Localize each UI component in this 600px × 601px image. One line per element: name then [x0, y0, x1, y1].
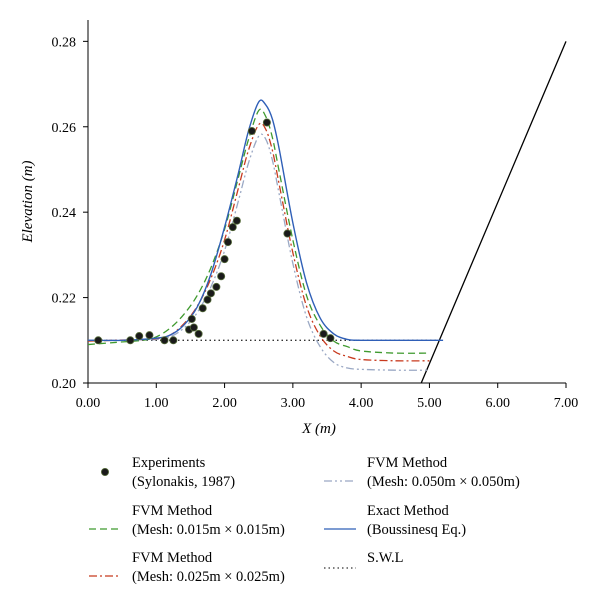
y-tick-label: 0.24	[52, 206, 77, 221]
legend-marker	[101, 467, 110, 476]
experiment-point	[135, 332, 144, 341]
experiment-point	[232, 216, 241, 225]
experiment-point	[187, 314, 196, 323]
legend-label: (Sylonakis, 1987)	[132, 474, 235, 490]
x-tick-label: 7.00	[554, 396, 579, 411]
experiment-point	[94, 336, 103, 345]
legend-label: FVM Method	[367, 455, 448, 471]
legend-label: (Boussinesq Eq.)	[367, 522, 466, 538]
legend-label: S.W.L	[367, 550, 404, 566]
x-axis-label: X (m)	[301, 421, 336, 437]
x-tick-label: 1.00	[144, 396, 169, 411]
experiment-point	[189, 323, 198, 332]
experiment-point	[212, 282, 221, 291]
series-line-slope	[420, 41, 567, 384]
experiment-point	[262, 118, 271, 127]
series-layer	[87, 41, 567, 384]
series-line-fvm025	[87, 122, 430, 362]
experiment-point	[160, 336, 169, 345]
experiment-point	[283, 229, 292, 238]
x-tick-label: 5.00	[417, 396, 442, 411]
y-tick-label: 0.26	[52, 121, 77, 136]
x-tick-label: 0.00	[76, 396, 101, 411]
experiment-point	[220, 255, 229, 264]
legend-item-exact: Exact Method (Boussinesq Eq.)	[324, 503, 466, 538]
legend-label: (Mesh: 0.015m × 0.015m)	[132, 522, 285, 538]
experiment-point	[319, 329, 328, 338]
experiment-point	[145, 331, 154, 340]
series-line-exact	[87, 99, 444, 342]
legend-label: FVM Method	[132, 550, 213, 566]
experiment-point	[247, 127, 256, 136]
experiment-point	[194, 329, 203, 338]
legend-label: (Mesh: 0.025m × 0.025m)	[132, 569, 285, 585]
series-line-fvm015	[87, 108, 430, 354]
legend-label: FVM Method	[132, 503, 213, 519]
y-tick-label: 0.20	[52, 377, 77, 392]
experiment-point	[169, 336, 178, 345]
legend-item-fvm025: FVM Method (Mesh: 0.025m × 0.025m)	[89, 550, 285, 585]
x-tick-label: 6.00	[485, 396, 510, 411]
legend-label: (Mesh: 0.050m × 0.050m)	[367, 474, 520, 490]
experiment-point	[223, 238, 232, 247]
y-tick-label: 0.22	[52, 292, 77, 307]
legend: Experiments (Sylonakis, 1987) FVM Method (M…	[89, 455, 520, 585]
x-tick-label: 3.00	[281, 396, 306, 411]
legend-label: Experiments	[132, 455, 206, 471]
experiment-point	[228, 223, 237, 232]
experiment-point	[203, 295, 212, 304]
legend-item-experiments: Experiments (Sylonakis, 1987)	[101, 455, 235, 490]
y-tick-label: 0.28	[52, 35, 77, 50]
x-tick-label: 2.00	[212, 396, 237, 411]
y-axis-label: Elevation (m)	[20, 160, 36, 243]
experiment-point	[126, 336, 135, 345]
experiment-point	[326, 334, 335, 343]
axes: 0.00 1.00 2.00 3.00 4.00 5.00 6.00 7.00 0.20 0.22…	[20, 20, 578, 437]
legend-item-fvm050: FVM Method (Mesh: 0.050m × 0.050m)	[324, 455, 520, 490]
x-tick-label: 4.00	[349, 396, 374, 411]
experiment-point	[217, 272, 226, 281]
series-line-fvm050	[87, 133, 430, 371]
legend-item-fvm015: FVM Method (Mesh: 0.015m × 0.015m)	[89, 503, 285, 538]
experiment-point	[206, 289, 215, 298]
legend-item-swl: S.W.L	[324, 550, 404, 569]
legend-label: Exact Method	[367, 503, 449, 519]
experiment-point	[198, 304, 207, 313]
